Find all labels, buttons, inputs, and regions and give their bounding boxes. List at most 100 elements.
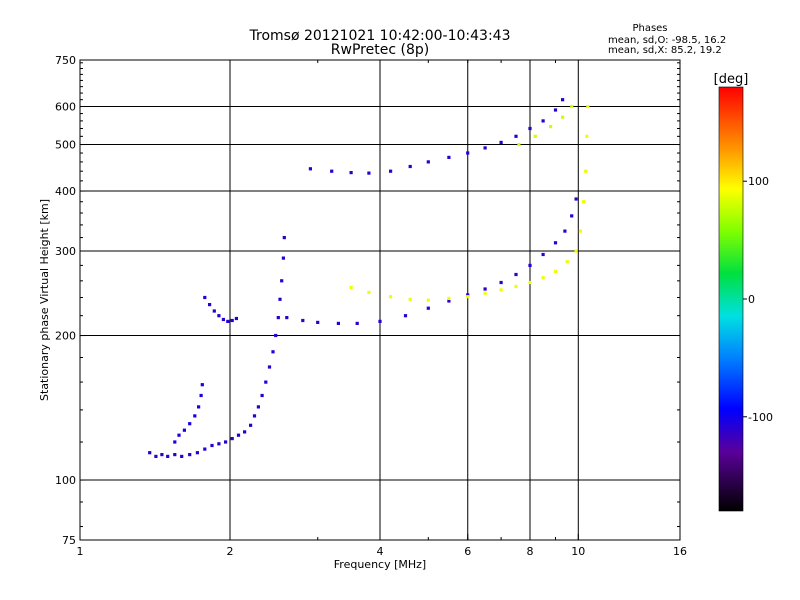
data-point [221, 317, 225, 322]
data-point [483, 146, 487, 150]
x-tick-label: 8 [527, 545, 534, 558]
data-point [499, 288, 503, 292]
x-tick-label: 16 [673, 545, 687, 558]
data-point [249, 423, 253, 427]
data-point [447, 296, 451, 300]
x-tick-label: 6 [464, 545, 471, 558]
y-tick-label: 500 [55, 139, 76, 152]
chart-title: Tromsø 20121021 10:42:00-10:43:43 [249, 28, 511, 44]
data-point [408, 164, 412, 169]
data-point [217, 314, 221, 318]
data-point [177, 433, 181, 437]
x-tick-label: 2 [227, 545, 234, 558]
y-tick-label: 75 [62, 534, 76, 547]
stats-heading: Phases [632, 23, 667, 34]
data-points [148, 98, 590, 458]
colorbar-label: [deg] [714, 72, 749, 87]
data-point [195, 451, 199, 455]
data-point [349, 285, 353, 289]
plot-grid [80, 60, 680, 540]
data-point [426, 306, 430, 310]
data-point [574, 197, 578, 201]
data-point [173, 453, 177, 457]
stats-line-o: mean, sd,O: -98.5, 16.2 [608, 35, 726, 46]
data-point [278, 297, 282, 301]
data-point [565, 260, 569, 264]
y-axis-ticks: 75 100 200 300 400 500 600 750 [55, 54, 680, 547]
data-point [553, 269, 558, 273]
data-point [585, 134, 589, 138]
data-point [528, 126, 532, 131]
y-tick-label: 600 [55, 101, 76, 114]
colorbar-tick-label: 0 [748, 293, 755, 306]
data-point [148, 451, 152, 455]
colorbar-tick-label: -100 [748, 411, 773, 424]
y-axis-label: Stationary phase Virtual Height [km] [38, 199, 51, 401]
data-point [230, 318, 234, 323]
data-point [570, 214, 574, 218]
y-tick-label: 750 [55, 54, 76, 67]
data-point [282, 236, 286, 240]
data-point [403, 314, 408, 318]
data-point [210, 443, 214, 448]
data-point [160, 453, 164, 457]
data-point [528, 263, 532, 267]
data-point [466, 151, 470, 155]
data-point [260, 393, 264, 398]
data-point [234, 316, 238, 321]
data-point [180, 454, 184, 458]
data-point [447, 155, 451, 159]
x-axis-ticks: 1 2 4 6 8 10 16 [77, 60, 687, 558]
x-tick-label: 1 [77, 545, 84, 558]
data-point [466, 293, 470, 297]
y-tick-label: 100 [55, 474, 76, 487]
data-point [271, 350, 275, 354]
data-point [367, 290, 371, 294]
data-point [582, 200, 586, 204]
data-point [367, 171, 371, 175]
data-point [285, 316, 289, 320]
colorbar [718, 86, 744, 512]
data-point [276, 316, 280, 320]
data-point [426, 160, 430, 164]
data-point [316, 320, 320, 324]
data-point [230, 437, 234, 441]
data-point [355, 321, 359, 325]
stats-line-x: mean, sd,X: 85.2, 19.2 [608, 45, 722, 56]
data-point [256, 405, 260, 409]
data-point [563, 229, 567, 233]
data-point [336, 321, 340, 325]
data-point [517, 142, 521, 147]
data-point [561, 115, 565, 119]
data-point [236, 433, 241, 437]
data-point [466, 295, 470, 299]
data-point [574, 249, 578, 253]
data-point [499, 140, 503, 144]
data-point [561, 98, 565, 102]
data-point [553, 241, 558, 245]
data-point [483, 287, 487, 291]
data-point [330, 169, 334, 173]
data-point [426, 298, 430, 302]
data-point [570, 104, 574, 109]
data-point [197, 405, 201, 409]
data-point [514, 134, 518, 138]
data-point [541, 252, 545, 257]
data-point [584, 169, 588, 173]
data-point [166, 454, 170, 458]
colorbar-tick-label: 100 [748, 175, 769, 188]
data-point [217, 442, 221, 446]
data-point [389, 295, 393, 299]
data-point [193, 414, 197, 418]
data-point [208, 303, 212, 307]
data-point [264, 380, 268, 384]
data-point [252, 414, 257, 418]
data-point [154, 454, 158, 458]
y-tick-label: 200 [55, 330, 76, 343]
colorbar-ticks: -100 0 100 [743, 175, 773, 424]
data-point [200, 383, 204, 387]
data-point [586, 104, 590, 109]
data-point [226, 319, 230, 323]
data-point [182, 428, 186, 432]
